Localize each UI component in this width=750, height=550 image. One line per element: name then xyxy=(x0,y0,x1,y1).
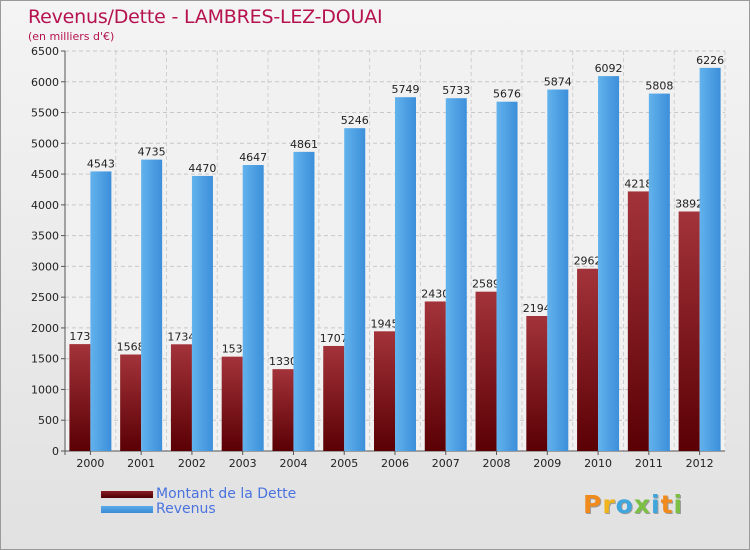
x-tick-label: 2005 xyxy=(330,457,358,470)
data-label-revenus: 4543 xyxy=(87,157,115,170)
data-label-dette: 1707 xyxy=(320,332,348,345)
data-label-revenus: 4861 xyxy=(290,138,318,151)
y-tick-label: 3500 xyxy=(31,230,59,243)
logo-letter: o xyxy=(615,490,634,519)
data-label-dette: 2194 xyxy=(523,302,551,315)
x-tick-label: 2000 xyxy=(76,457,104,470)
x-tick-label: 2002 xyxy=(178,457,206,470)
legend-label-dette: Montant de la Dette xyxy=(156,486,297,502)
bar-revenus xyxy=(141,159,163,451)
data-label-revenus: 5733 xyxy=(442,84,470,97)
bar-revenus xyxy=(191,175,213,451)
y-tick-label: 0 xyxy=(52,445,59,458)
bar-dette xyxy=(627,191,649,451)
y-tick-label: 6500 xyxy=(31,45,59,58)
legend-swatch-revenus xyxy=(101,506,153,513)
y-tick-label: 6000 xyxy=(31,76,59,89)
y-tick-label: 3000 xyxy=(31,260,59,273)
bar-dette xyxy=(170,344,192,451)
x-tick-label: 2010 xyxy=(584,457,612,470)
bar-dette xyxy=(424,301,446,451)
data-label-dette: 2962 xyxy=(574,255,602,268)
data-label-revenus: 5676 xyxy=(493,88,521,101)
y-tick-label: 1000 xyxy=(31,383,59,396)
bar-revenus xyxy=(445,98,467,451)
x-tick-label: 2006 xyxy=(381,457,409,470)
axes: 0 500 1000 1500 2000 2500 3000 3500 4000 4500 5000… xyxy=(31,45,725,470)
bar-dette xyxy=(475,291,497,451)
bars xyxy=(69,67,721,452)
data-label-dette: 1568 xyxy=(117,341,145,354)
data-label-dette: 153 xyxy=(222,343,243,356)
bar-dette xyxy=(120,354,142,451)
x-tick-label: 2011 xyxy=(635,457,663,470)
x-tick-label: 2003 xyxy=(229,457,257,470)
data-label-dette: 2589 xyxy=(472,278,500,291)
y-tick-label: 4500 xyxy=(31,168,59,181)
data-label-dette: 1945 xyxy=(371,317,399,330)
x-tick-label: 2009 xyxy=(533,457,561,470)
bar-revenus xyxy=(547,89,569,452)
y-tick-label: 500 xyxy=(38,414,59,427)
chart-subtitle: (en milliers d'€) xyxy=(28,30,115,43)
x-tick-label: 2007 xyxy=(432,457,460,470)
logo-letter: x xyxy=(633,490,651,519)
value-labels: 173 1568 1734 153 1330 1707 1945 2430 2589 2194 29… xyxy=(69,177,703,368)
data-label-revenus: 6226 xyxy=(696,54,724,67)
data-label-revenus: 5874 xyxy=(544,76,572,89)
bar-revenus xyxy=(496,101,518,451)
logo-letter: P xyxy=(583,490,603,519)
data-label-revenus: 4647 xyxy=(239,151,267,164)
y-tick-label: 5000 xyxy=(31,137,59,150)
bar-dette xyxy=(221,356,243,451)
legend-swatch-dette xyxy=(101,491,153,498)
data-label-dette: 2430 xyxy=(421,287,449,300)
bar-revenus xyxy=(344,128,366,451)
bar-dette xyxy=(272,369,294,451)
y-tick-label: 2500 xyxy=(31,291,59,304)
y-tick-label: 5500 xyxy=(31,107,59,120)
data-label-revenus: 4735 xyxy=(138,146,166,159)
legend-label-revenus: Revenus xyxy=(156,501,216,517)
x-tick-label: 2008 xyxy=(483,457,511,470)
data-label-revenus: 6092 xyxy=(595,62,623,75)
y-tick-label: 1500 xyxy=(31,353,59,366)
bar-dette xyxy=(69,344,91,451)
data-label-dette: 1330 xyxy=(269,355,297,368)
data-label-dette: 4218 xyxy=(624,177,652,190)
proxiti-logo: Proxiti xyxy=(583,490,683,519)
logo-letter: t xyxy=(660,490,674,519)
bar-dette xyxy=(323,345,345,451)
logo-letter: r xyxy=(602,490,616,519)
data-label-revenus: 5246 xyxy=(341,114,369,127)
bar-dette xyxy=(678,211,700,451)
data-label-dette: 173 xyxy=(69,330,90,343)
data-label-revenus: 5808 xyxy=(645,80,673,93)
bar-revenus xyxy=(598,76,620,451)
bar-dette xyxy=(577,268,599,451)
bar-dette xyxy=(526,315,548,451)
data-label-dette: 1734 xyxy=(167,330,195,343)
data-label-revenus: 4470 xyxy=(188,162,216,175)
bar-revenus xyxy=(648,93,670,451)
x-tick-label: 2001 xyxy=(127,457,155,470)
bar-dette xyxy=(374,331,395,451)
y-tick-label: 2000 xyxy=(31,322,59,335)
logo-letter: i xyxy=(673,490,684,519)
y-tick-label: 4000 xyxy=(31,199,59,212)
data-label-dette: 3892 xyxy=(675,197,703,210)
chart-title: Revenus/Dette - LAMBRES-LEZ-DOUAI xyxy=(28,6,383,28)
bar-revenus xyxy=(242,165,264,451)
x-tick-label: 2012 xyxy=(686,457,714,470)
bar-revenus xyxy=(699,67,721,451)
x-tick-label: 2004 xyxy=(279,457,307,470)
revenus-value-labels: 4543 4735 4470 4647 4861 5246 5749 5733 5676 5874… xyxy=(87,54,724,175)
data-label-revenus: 5749 xyxy=(392,83,420,96)
bar-revenus xyxy=(293,151,315,451)
bar-revenus xyxy=(395,97,416,451)
logo-letter: i xyxy=(651,490,661,519)
bar-revenus xyxy=(90,171,112,451)
